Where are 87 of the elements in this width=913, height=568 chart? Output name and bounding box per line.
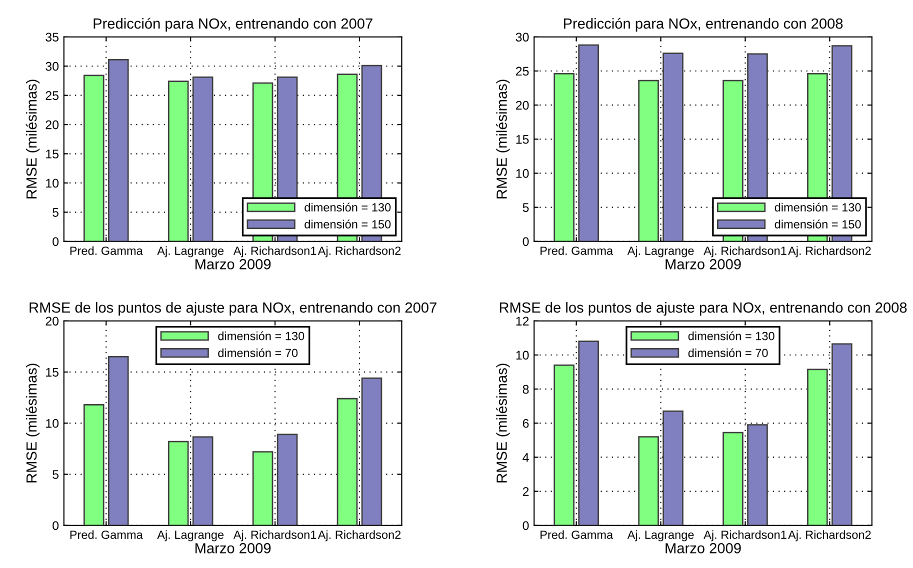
y-tick-label: 20 (46, 316, 59, 326)
x-axis-title: Marzo 2009 (196, 543, 271, 554)
y-tick-label: 8 (522, 384, 529, 394)
x-tick-label: Aj. Richardson1 (704, 246, 786, 258)
x-tick-label: Aj. Richardson2 (788, 530, 871, 542)
y-tick-label: 5 (522, 203, 529, 212)
y-tick-label: 10 (516, 350, 529, 360)
x-tick-label: Aj. Lagrange (157, 530, 224, 542)
bar (807, 368, 828, 526)
bar (276, 434, 298, 526)
x-tick-label: Aj. Richardson1 (233, 246, 316, 258)
x-axis-title: Marzo 2009 (666, 543, 741, 554)
legend-label: dimensión = 150 (774, 220, 861, 228)
y-tick-label: 25 (46, 91, 59, 100)
bar (832, 343, 852, 526)
bar (192, 76, 214, 242)
y-tick-label: 30 (516, 32, 529, 42)
bar (252, 451, 274, 526)
bar (336, 398, 358, 526)
chart-title: Predicción para NOx, entrenando con 2007 (94, 18, 372, 32)
x-tick-label: Pred. Gamma (540, 530, 614, 539)
x-tick-label: Aj. Lagrange (627, 530, 694, 542)
y-tick-label: 35 (46, 32, 59, 42)
x-tick-label: Aj. Lagrange (157, 246, 224, 258)
y-tick-label: 6 (522, 418, 529, 428)
legend-label: dimensión = 130 (688, 331, 774, 340)
legend-label: dimensión = 130 (774, 202, 861, 212)
bar (168, 440, 189, 526)
y-tick-label: 0 (522, 521, 529, 530)
y-axis-title: RMSE (milésimas) (26, 364, 40, 482)
bar (361, 377, 382, 526)
chart-title: RMSE de los puntos de ajuste para NOx, entrenando con 2007 (30, 302, 436, 316)
x-tick-label: Pred. Gamma (540, 246, 614, 255)
x-tick-label: Pred. Gamma (70, 246, 143, 255)
legend-label: dimensión = 150 (304, 220, 391, 228)
chart-title: Predicción para NOx, entrenando con 2008 (564, 18, 843, 32)
chart-title: RMSE de los puntos de ajuste para NOx, entrenando con 2008 (500, 302, 907, 316)
y-tick-label: 15 (516, 135, 529, 144)
x-tick-label: Aj. Richardson2 (318, 246, 401, 258)
y-tick-label: 20 (516, 100, 529, 110)
y-tick-label: 2 (522, 487, 529, 496)
bar (638, 80, 659, 242)
bar (578, 340, 599, 526)
y-tick-label: 10 (46, 418, 59, 428)
y-tick-label: 15 (46, 150, 59, 158)
y-tick-label: 10 (46, 178, 59, 188)
bar (662, 52, 684, 242)
legend-label: dimensión = 130 (218, 331, 304, 340)
y-tick-label: 5 (52, 208, 59, 217)
bar (662, 410, 684, 526)
bar (747, 424, 768, 526)
x-axis-title: Marzo 2009 (196, 259, 271, 270)
x-tick-label: Pred. Gamma (70, 530, 143, 539)
y-tick-label: 30 (46, 62, 59, 71)
legend-label: dimensión = 70 (688, 348, 768, 358)
x-tick-label: Aj. Richardson2 (788, 246, 871, 258)
y-tick-label: 4 (522, 453, 529, 462)
legend-label: dimensión = 70 (218, 348, 298, 358)
y-axis-title: RMSE (milésimas) (496, 364, 510, 482)
y-tick-label: 0 (52, 521, 59, 530)
x-axis-title: Marzo 2009 (666, 259, 741, 270)
y-tick-label: 0 (522, 237, 529, 246)
y-axis-title: RMSE (milésimas) (496, 80, 510, 198)
bar (83, 74, 104, 242)
bar (83, 404, 104, 526)
bar (638, 436, 659, 526)
bar (722, 432, 744, 526)
y-axis-title: RMSE (milésimas) (26, 80, 40, 198)
bar (554, 73, 574, 242)
y-tick-label: 12 (516, 316, 529, 326)
bar (554, 364, 574, 526)
x-tick-label: Aj. Richardson1 (233, 530, 316, 542)
y-tick-label: 25 (516, 66, 529, 76)
y-tick-label: 20 (46, 120, 59, 130)
y-tick-label: 0 (52, 237, 59, 246)
y-tick-label: 15 (46, 368, 59, 377)
x-tick-label: Aj. Richardson2 (318, 530, 401, 542)
bar (168, 80, 189, 242)
legend-label: dimensión = 130 (304, 202, 391, 212)
bar (578, 44, 599, 242)
bar (192, 436, 214, 526)
bar (108, 356, 129, 526)
bar (108, 59, 129, 242)
x-tick-label: Aj. Lagrange (627, 246, 694, 258)
y-tick-label: 5 (52, 470, 59, 479)
x-tick-label: Aj. Richardson1 (704, 530, 786, 542)
y-tick-label: 10 (516, 169, 529, 178)
